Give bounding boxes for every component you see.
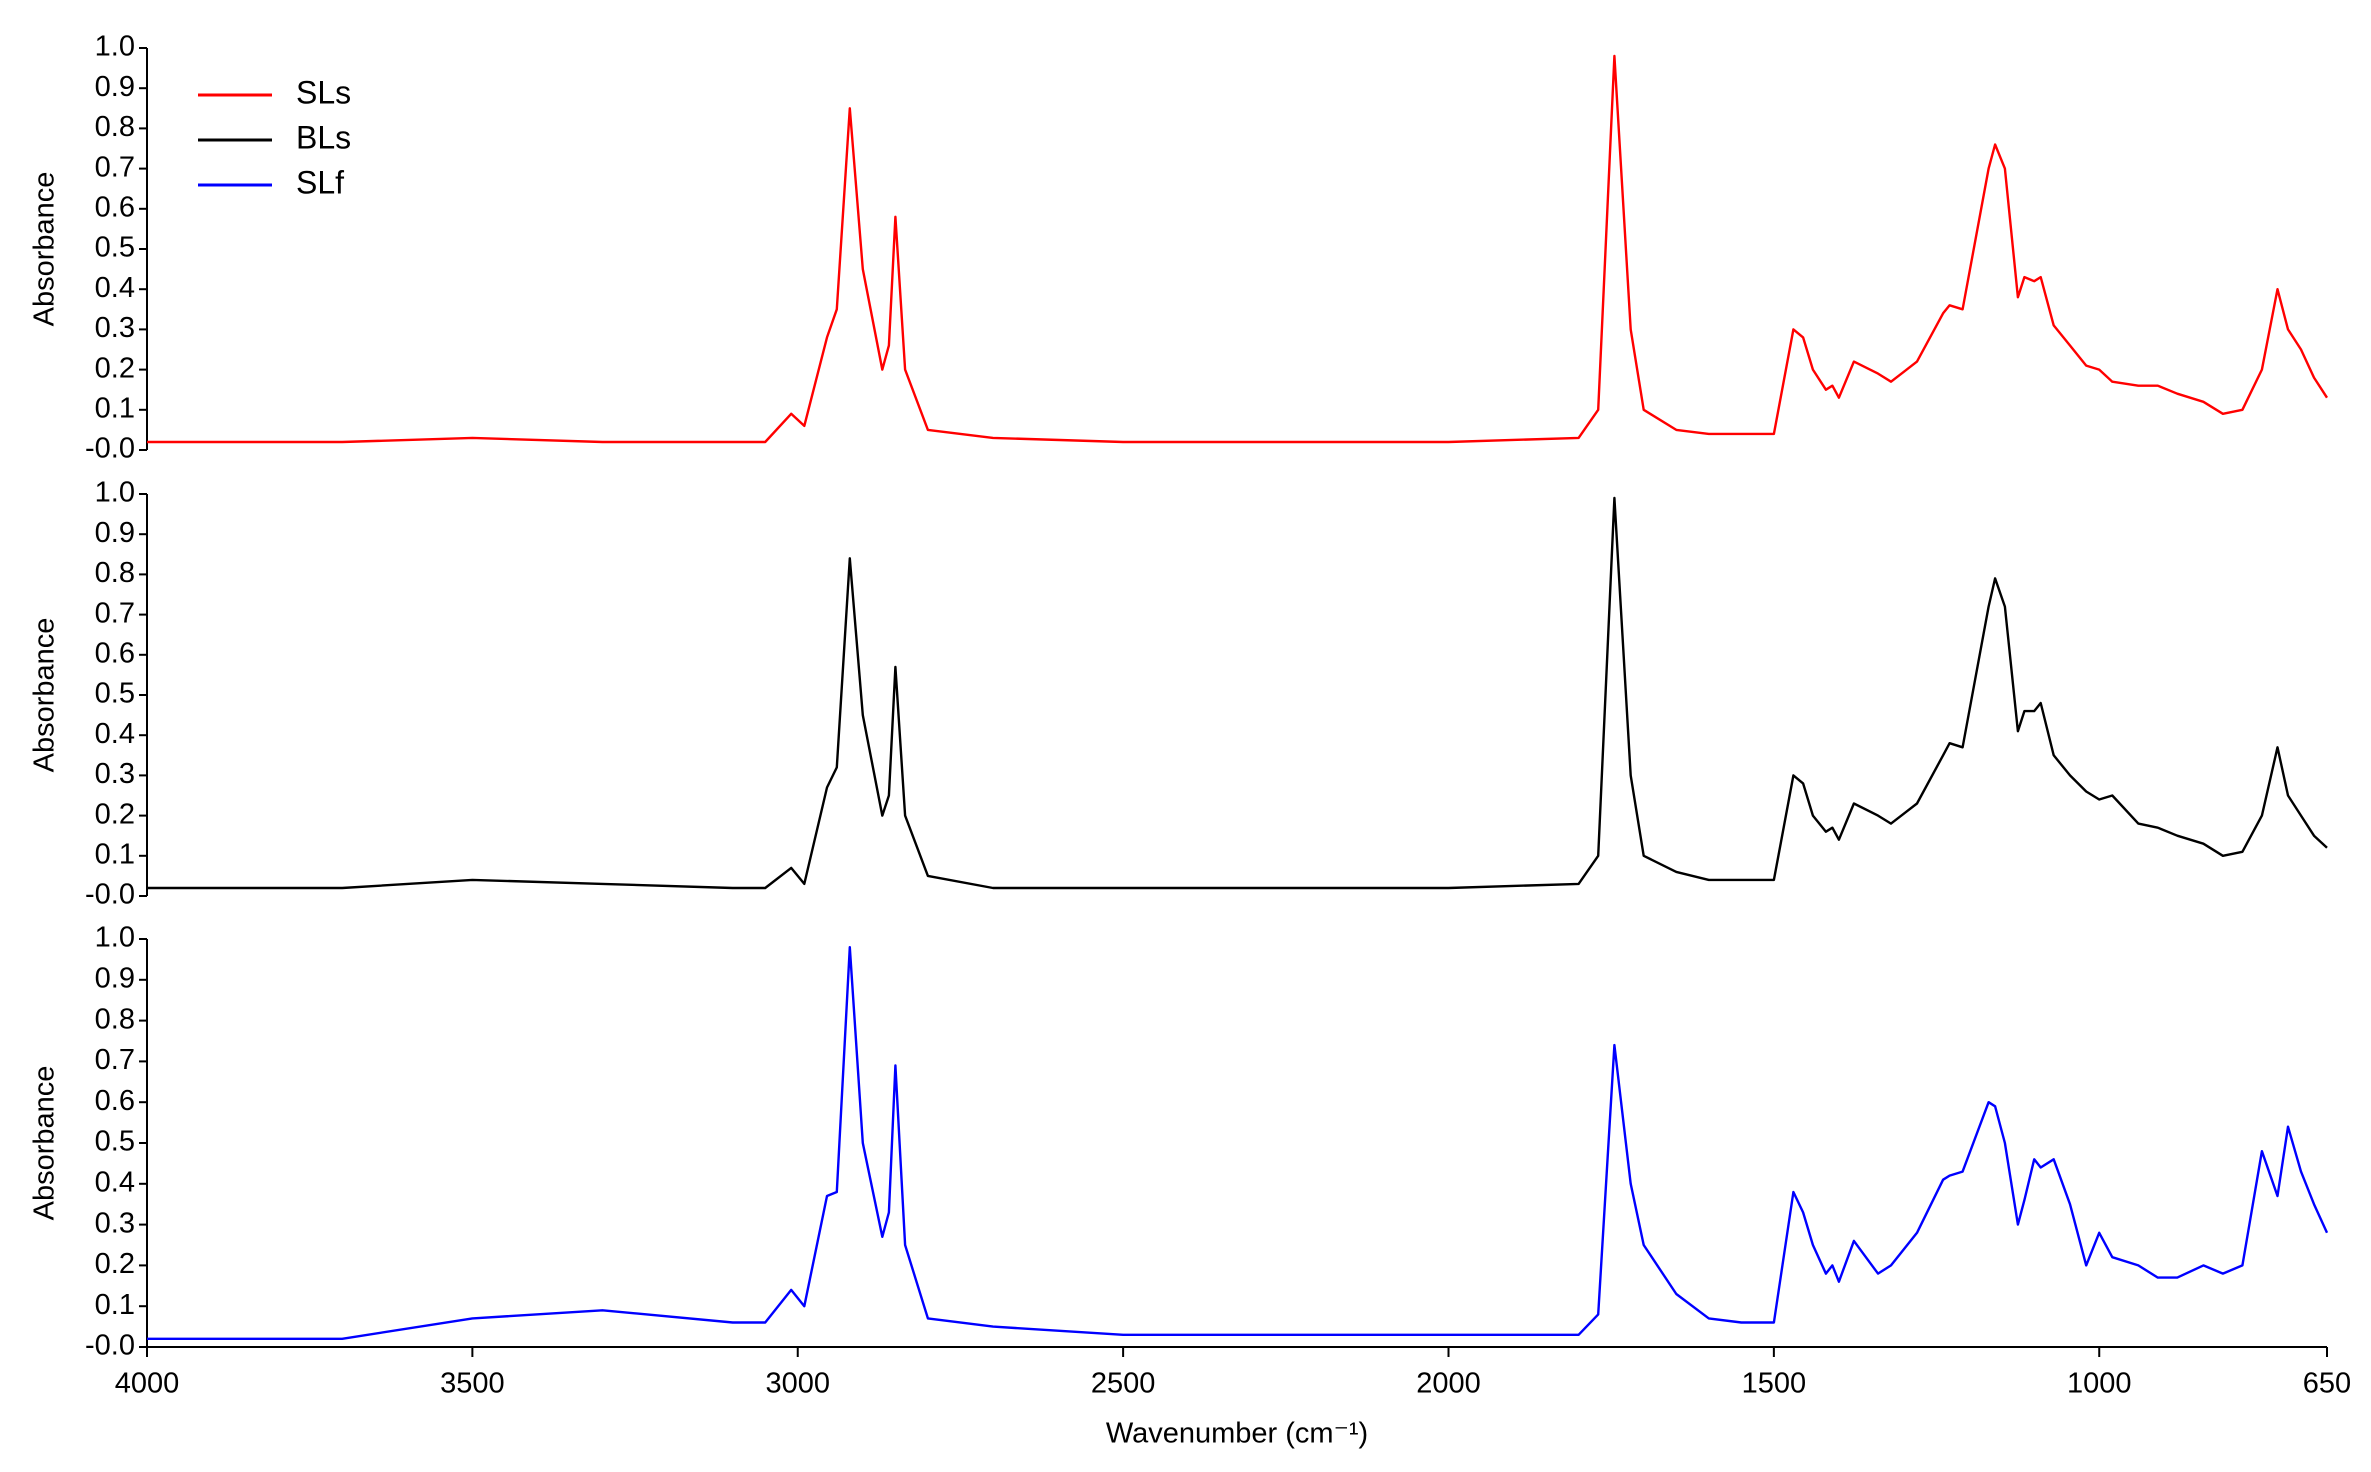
y-tick-label: 1.0	[95, 922, 135, 954]
y-axis-title: Absorbance	[29, 1066, 61, 1221]
y-tick-label: 0.2	[95, 798, 135, 830]
y-tick-label: 1.0	[95, 31, 135, 63]
legend-label: SLs	[296, 74, 351, 110]
y-tick-label: -0.0	[85, 1330, 135, 1362]
y-tick-label: 0.1	[95, 838, 135, 870]
legend-label: SLf	[296, 164, 344, 200]
x-tick-label: 1500	[1742, 1368, 1807, 1400]
y-tick-label: 0.9	[95, 71, 135, 103]
y-tick-label: 0.3	[95, 312, 135, 344]
y-tick-label: 0.7	[95, 151, 135, 183]
y-tick-label: 0.9	[95, 517, 135, 549]
x-tick-label: 3500	[440, 1368, 505, 1400]
y-tick-label: 0.4	[95, 718, 135, 750]
y-tick-label: 0.1	[95, 392, 135, 424]
y-axis-title: Absorbance	[29, 172, 61, 327]
y-axis-title: Absorbance	[29, 618, 61, 773]
y-tick-label: 0.7	[95, 1044, 135, 1076]
x-tick-label: 650	[2303, 1368, 2351, 1400]
spectrum-line	[147, 54, 2329, 444]
x-tick-label: 4000	[115, 1368, 180, 1400]
spectrum-line	[147, 496, 2328, 890]
legend-label: BLs	[296, 119, 351, 155]
y-tick-label: 0.5	[95, 678, 135, 710]
x-tick-label: 3000	[765, 1368, 830, 1400]
x-tick-label: 2500	[1091, 1368, 1156, 1400]
y-tick-label: 0.3	[95, 1207, 135, 1239]
y-tick-label: 0.7	[95, 597, 135, 629]
y-tick-label: 1.0	[95, 477, 135, 509]
y-tick-label: 0.3	[95, 758, 135, 790]
y-tick-label: -0.0	[85, 879, 135, 911]
x-tick-label: 2000	[1416, 1368, 1481, 1400]
y-tick-label: 0.2	[95, 352, 135, 384]
y-tick-label: 0.9	[95, 962, 135, 994]
y-tick-label: -0.0	[85, 433, 135, 465]
x-axis-title: Wavenumber (cm⁻¹)	[1106, 1418, 1368, 1450]
x-tick-label: 1000	[2067, 1368, 2132, 1400]
y-tick-label: 0.2	[95, 1248, 135, 1280]
y-tick-label: 0.6	[95, 637, 135, 669]
y-tick-label: 0.6	[95, 191, 135, 223]
y-tick-label: 0.4	[95, 272, 135, 304]
y-tick-label: 0.6	[95, 1085, 135, 1117]
spectrum-line	[147, 946, 2329, 1340]
y-tick-label: 0.1	[95, 1289, 135, 1321]
y-tick-label: 0.5	[95, 232, 135, 264]
y-tick-label: 0.8	[95, 111, 135, 143]
y-tick-label: 0.8	[95, 557, 135, 589]
y-tick-label: 0.4	[95, 1166, 135, 1198]
y-tick-label: 0.5	[95, 1126, 135, 1158]
y-tick-label: 0.8	[95, 1003, 135, 1035]
